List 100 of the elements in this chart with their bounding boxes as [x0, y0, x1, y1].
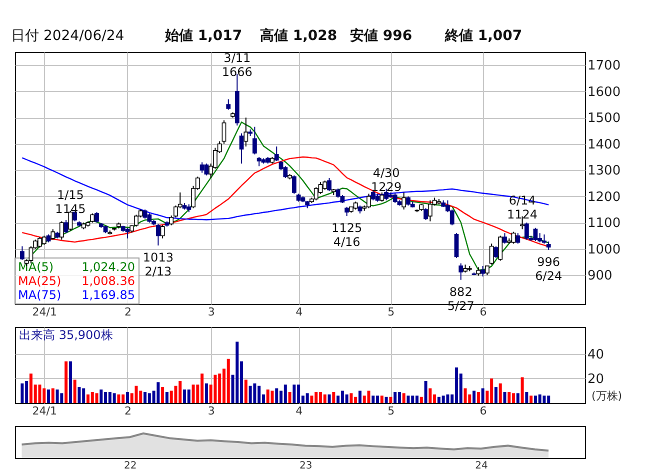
x-tick-label: 5: [388, 404, 395, 418]
bar: [498, 383, 502, 403]
candlestick: [336, 188, 340, 198]
bar: [406, 396, 410, 403]
y-axis-title: (万株): [592, 390, 622, 402]
candlestick: [64, 220, 68, 234]
x-tick-label: 22: [124, 460, 137, 470]
candlestick: [498, 235, 503, 262]
bar: [402, 393, 406, 403]
annotation: 1/15 1145: [55, 188, 86, 216]
line-series: [22, 157, 550, 220]
bar: [288, 392, 292, 403]
bar: [542, 396, 546, 403]
bar: [284, 384, 287, 403]
bar: [183, 390, 186, 403]
bar: [144, 392, 147, 403]
text: MA(75): [18, 288, 62, 302]
candlestick: [94, 212, 99, 224]
candlestick: [511, 231, 516, 244]
bar: [248, 386, 252, 403]
candlestick: [454, 232, 459, 259]
y-tick-label: 40: [588, 347, 604, 362]
text: 安値 996: [350, 27, 412, 44]
bar: [530, 396, 533, 403]
x-tick-label: 23: [300, 460, 312, 470]
bar: [187, 390, 190, 403]
bar: [292, 384, 296, 403]
bar: [494, 387, 498, 403]
candlestick: [226, 98, 231, 110]
candlestick: [344, 206, 350, 217]
text: 終値 1,007: [444, 28, 522, 44]
x-tick-label: 24: [475, 460, 488, 470]
candlestick: [322, 180, 328, 190]
text: 高値 1,028: [260, 27, 338, 44]
bar: [68, 361, 72, 403]
bar: [47, 390, 50, 403]
bar: [345, 394, 348, 403]
candlestick: [533, 227, 538, 242]
bar: [508, 392, 511, 403]
bar: [442, 396, 445, 403]
candlestick: [402, 192, 406, 210]
bar: [420, 396, 423, 403]
bar: [380, 396, 384, 403]
bar: [328, 394, 331, 403]
bar: [161, 387, 164, 403]
bar: [372, 396, 375, 403]
candlestick: [156, 223, 160, 246]
bar: [95, 393, 98, 403]
y-tick-label: 1200: [588, 190, 621, 205]
y-tick-label: 1500: [588, 111, 621, 126]
bar: [126, 392, 129, 403]
x-tick-label: 4: [296, 404, 303, 418]
candlestick: [327, 178, 332, 192]
bar: [100, 390, 103, 403]
candlestick: [42, 235, 46, 246]
bar: [310, 396, 314, 403]
y-tick-label: 1700: [588, 58, 621, 74]
bar: [192, 384, 195, 403]
bar: [156, 382, 160, 403]
bar: [428, 388, 432, 403]
x-tick-label: 24/1: [32, 404, 57, 418]
bar: [38, 384, 42, 403]
candlestick: [484, 265, 490, 276]
annotation: 3/11 1666: [222, 51, 252, 80]
line-series: [22, 156, 550, 248]
annotation: 出来高 35,900株: [19, 328, 113, 342]
bar: [525, 392, 528, 403]
bar: [394, 392, 397, 403]
candlestick: [20, 246, 24, 260]
bar: [112, 393, 116, 403]
candlestick: [450, 209, 454, 226]
bar: [56, 390, 59, 403]
bar: [236, 342, 239, 403]
candlestick: [292, 174, 296, 194]
x-tick-label: 2: [124, 404, 132, 418]
text: MA(25): [18, 274, 62, 288]
bar: [464, 388, 467, 403]
y-tick-label: 1300: [588, 164, 621, 179]
bar: [270, 390, 274, 403]
bar: [398, 392, 401, 403]
bar: [323, 394, 326, 403]
candlestick: [380, 192, 384, 202]
bar: [476, 392, 480, 403]
annotation: 1125 4/16: [332, 221, 362, 250]
candlestick: [50, 228, 56, 240]
chart-title: 日付 2024/06/24: [11, 28, 124, 44]
bar: [424, 380, 428, 403]
bar: [134, 386, 138, 403]
candlestick: [59, 220, 64, 240]
candlestick: [458, 262, 464, 280]
bar: [358, 390, 362, 403]
candlestick: [516, 232, 520, 244]
candlestick: [424, 208, 428, 220]
candlestick: [252, 126, 257, 155]
bar: [472, 390, 476, 403]
y-tick-label: 900: [588, 268, 612, 284]
x-tick-label: 6: [480, 306, 487, 318]
candlestick: [502, 232, 507, 244]
candlestick: [244, 117, 248, 147]
x-tick-label: 3: [208, 404, 215, 418]
